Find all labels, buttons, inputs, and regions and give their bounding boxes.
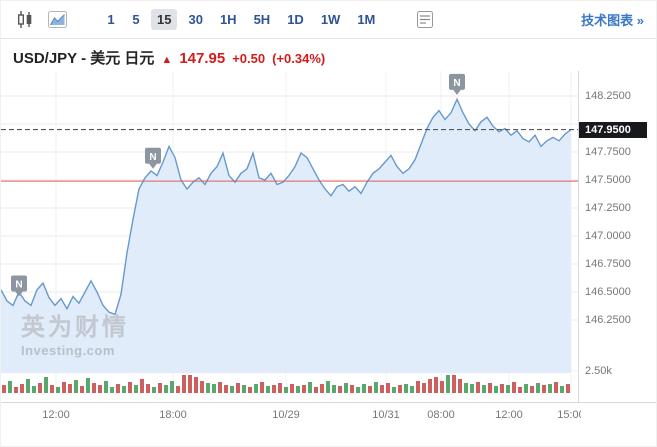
timeframe-group: 1 5 15 30 1H 5H 1D 1W 1M (101, 9, 381, 30)
time-axis-label: 08:00 (427, 409, 455, 421)
price-axis-label: 146.5000 (585, 286, 631, 298)
time-axis-label: 15:00 (557, 409, 581, 421)
area-chart-glyph (47, 11, 67, 28)
price-axis-label: 147.0000 (585, 230, 631, 242)
news-marker[interactable] (449, 73, 465, 90)
time-axis-labels: 12:00 18:00 10/29 10/31 08:00 12:00 15:00 (1, 403, 581, 427)
last-price-badge: 147.9500 (579, 121, 647, 138)
time-axis-label: 12:00 (495, 409, 523, 421)
chart-toolbar: 1 5 15 30 1H 5H 1D 1W 1M 技术图表 » (1, 1, 656, 39)
candlestick-glyph (18, 11, 32, 28)
last-price: 147.95 (179, 50, 226, 67)
time-axis-label: 10/31 (372, 409, 400, 421)
volume-axis-label: 2.50k (585, 365, 612, 377)
price-axis-label: 147.5000 (585, 174, 631, 186)
timeframe-button-1m[interactable]: 1M (357, 12, 376, 27)
price-change-percent: (+0.34%) (272, 51, 326, 66)
timeframe-button-15[interactable]: 15 (151, 9, 178, 30)
price-axis-label: 146.2500 (585, 314, 631, 326)
price-axis-label: 148.2500 (585, 90, 631, 102)
instrument-header: USD/JPY - 美元 日元 ▲ 147.95 +0.50 (+0.34%) (1, 39, 656, 71)
timeframe-button-1w[interactable]: 1W (320, 12, 341, 27)
timeframe-button-5[interactable]: 5 (132, 12, 140, 27)
indicators-icon[interactable] (413, 9, 437, 31)
price-chart-svg[interactable]: N N N (1, 71, 579, 402)
news-marker[interactable] (11, 275, 27, 292)
time-axis-label: 10/29 (272, 409, 300, 421)
news-marker[interactable] (145, 147, 161, 164)
price-axis-label: 147.7500 (585, 146, 631, 158)
timeframe-button-1[interactable]: 1 (107, 12, 115, 27)
time-axis: 12:00 18:00 10/29 10/31 08:00 12:00 15:00 (1, 402, 656, 426)
price-axis-label: 146.7500 (585, 258, 631, 270)
price-change: +0.50 (232, 51, 266, 66)
candlestick-chart-icon[interactable] (13, 9, 37, 31)
area-chart-type-icon[interactable] (45, 9, 69, 31)
news-marker-label: N (453, 78, 460, 89)
timeframe-button-5h[interactable]: 5H (253, 12, 271, 27)
time-axis-label: 18:00 (159, 409, 187, 421)
timeframe-button-30[interactable]: 30 (188, 12, 203, 27)
timeframe-button-1h[interactable]: 1H (219, 12, 237, 27)
indicators-glyph (417, 11, 434, 28)
price-axis: 148.2500 147.7500 147.5000 147.2500 147.0000… (579, 71, 656, 402)
timeframe-button-1d[interactable]: 1D (287, 12, 304, 27)
technical-chart-link[interactable]: 技术图表 » (581, 13, 644, 28)
time-axis-label: 12:00 (42, 409, 70, 421)
news-marker-label: N (149, 152, 156, 163)
instrument-name: USD/JPY - 美元 日元 (13, 50, 155, 67)
up-arrow-icon: ▲ (161, 54, 173, 66)
price-axis-label: 147.2500 (585, 202, 631, 214)
news-marker-label: N (15, 279, 22, 290)
